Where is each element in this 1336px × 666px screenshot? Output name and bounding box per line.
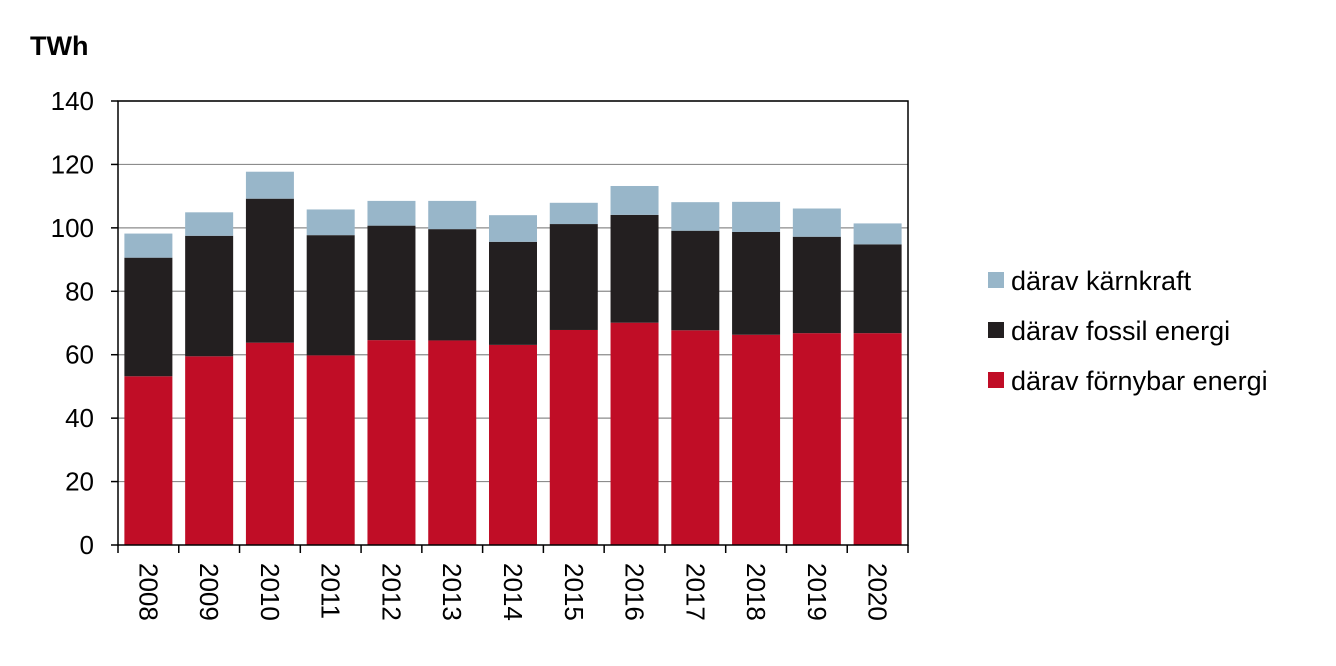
bar-segment: [610, 322, 659, 545]
bar-segment: [124, 233, 173, 258]
legend-label: därav förnybar energi: [1011, 366, 1268, 396]
bar-segment: [245, 198, 294, 343]
legend: därav kärnkraft därav fossil energi därav …: [988, 266, 1268, 396]
bar-segment: [671, 202, 720, 231]
bar-segment: [732, 201, 781, 232]
bar-segment: [853, 244, 902, 334]
bar-segment: [732, 231, 781, 335]
y-tick-label: 0: [80, 530, 94, 560]
bar-segment: [792, 236, 841, 334]
y-tick-label: 40: [65, 403, 94, 433]
x-tick-label: 2020: [863, 563, 893, 621]
bar-segment: [732, 334, 781, 545]
x-tick-label: 2008: [133, 563, 163, 621]
x-tick-label: 2009: [194, 563, 224, 621]
bar-segment: [549, 224, 598, 330]
y-unit-label: TWh: [30, 31, 88, 61]
bar-segment: [610, 214, 659, 323]
axes: [111, 100, 909, 553]
bar-segment: [306, 235, 355, 356]
bar-segment: [853, 223, 902, 245]
bar-segment: [792, 208, 841, 237]
bar-segment: [489, 241, 537, 345]
x-tick-label: 2013: [437, 563, 467, 621]
bar-segment: [245, 342, 294, 545]
bar-segment: [792, 333, 841, 545]
bar-segment: [367, 225, 416, 341]
x-tick-label: 2017: [680, 563, 710, 621]
bar-segment: [489, 215, 537, 242]
x-tick-labels: 2008 2009 2010 2011 2012 2013 2014 2015 2016 2017…: [133, 563, 892, 621]
bar-segment: [124, 257, 173, 377]
bar-segment: [306, 209, 355, 236]
bar-segment: [428, 229, 477, 341]
bar-segment: [428, 340, 477, 545]
y-tick-labels: 0 20 40 60 80 100 120 140: [51, 86, 94, 560]
bar-segment: [549, 202, 598, 225]
y-tick-label: 80: [65, 276, 94, 306]
bar-segment: [853, 333, 902, 545]
legend-swatch: [988, 372, 1004, 388]
x-tick-label: 2011: [316, 563, 346, 619]
bar-segment: [124, 376, 173, 545]
bar-segment: [185, 235, 234, 357]
bar-segment: [245, 171, 294, 199]
bar-segment: [367, 200, 416, 226]
x-tick-label: 2018: [741, 563, 771, 621]
x-tick-label: 2012: [376, 563, 406, 621]
bar-segment: [671, 330, 720, 545]
legend-label: därav fossil energi: [1011, 316, 1230, 346]
y-tick-label: 120: [51, 149, 94, 179]
y-tick-label: 140: [51, 86, 94, 116]
bar-segment: [489, 344, 537, 545]
x-tick-label: 2016: [620, 563, 650, 621]
bar-segment: [306, 355, 355, 545]
x-tick-label: 2014: [498, 563, 528, 621]
bar-segment: [367, 340, 416, 545]
bar-segment: [428, 200, 477, 230]
y-tick-label: 20: [65, 467, 94, 497]
bar-segment: [671, 230, 720, 331]
y-tick-label: 100: [51, 213, 94, 243]
x-tick-label: 2010: [255, 563, 285, 621]
legend-label: därav kärnkraft: [1011, 266, 1192, 296]
bar-segment: [185, 356, 234, 545]
x-tick-label: 2015: [559, 563, 589, 621]
legend-swatch: [988, 272, 1004, 288]
y-tick-label: 60: [65, 340, 94, 370]
x-tick-label: 2019: [802, 563, 832, 621]
bar-segment: [610, 185, 659, 215]
bars: [124, 171, 902, 545]
plot-frame: [117, 100, 909, 546]
bar-segment: [549, 329, 598, 545]
bar-segment: [185, 212, 234, 236]
legend-swatch: [988, 322, 1004, 338]
